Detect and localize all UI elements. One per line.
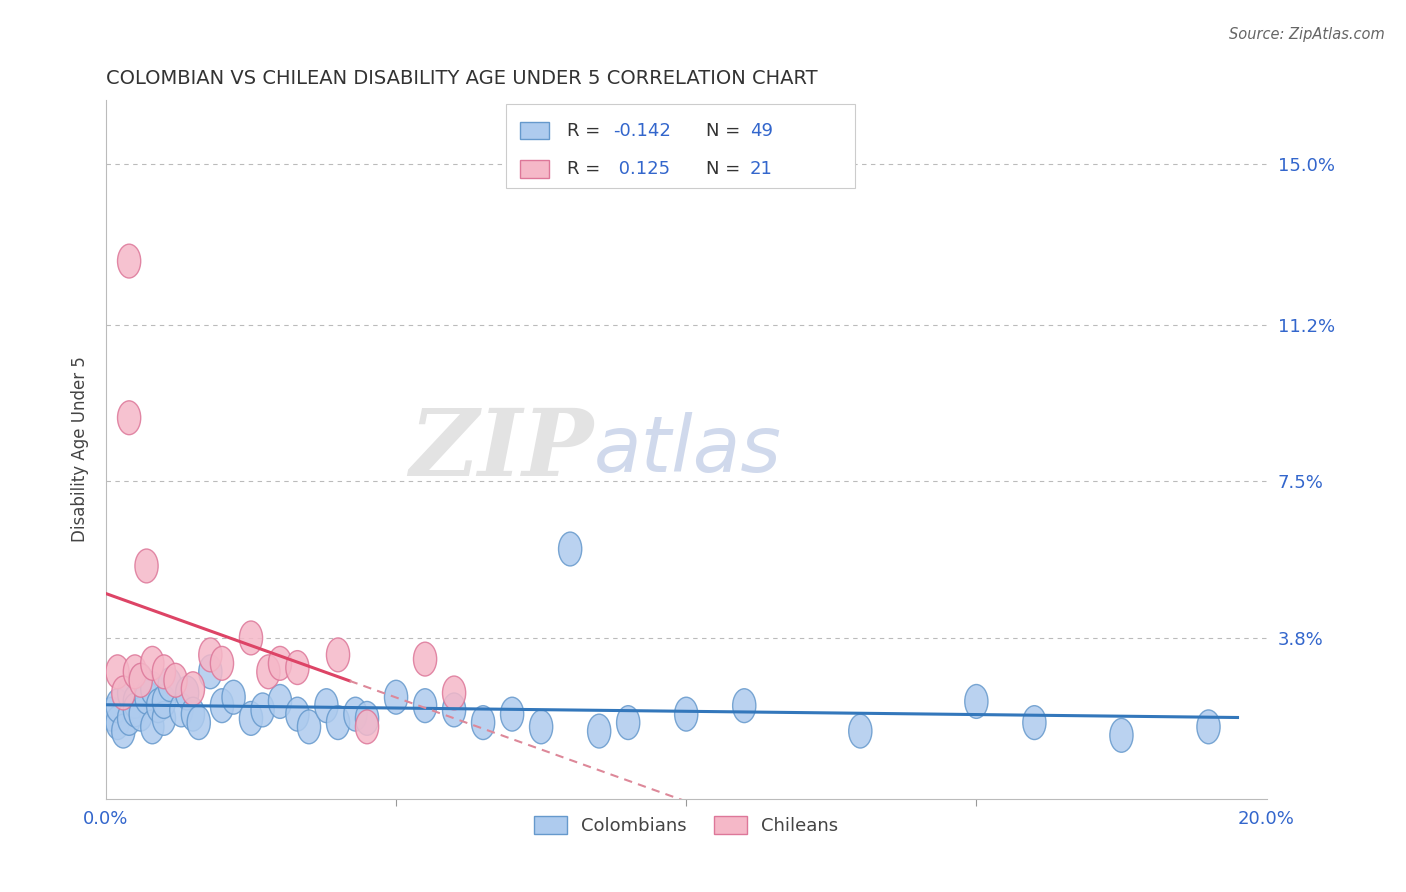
Ellipse shape bbox=[315, 689, 337, 723]
Ellipse shape bbox=[129, 664, 152, 698]
Ellipse shape bbox=[239, 621, 263, 655]
Ellipse shape bbox=[733, 689, 756, 723]
Ellipse shape bbox=[222, 681, 245, 714]
Ellipse shape bbox=[211, 689, 233, 723]
Ellipse shape bbox=[1022, 706, 1046, 739]
Ellipse shape bbox=[198, 638, 222, 672]
Text: atlas: atlas bbox=[593, 411, 782, 488]
Ellipse shape bbox=[501, 698, 523, 731]
Ellipse shape bbox=[141, 647, 165, 681]
Ellipse shape bbox=[124, 655, 146, 689]
Ellipse shape bbox=[252, 693, 274, 727]
Ellipse shape bbox=[176, 676, 198, 710]
Y-axis label: Disability Age Under 5: Disability Age Under 5 bbox=[72, 357, 89, 542]
Text: R =: R = bbox=[567, 160, 606, 178]
Ellipse shape bbox=[157, 667, 181, 701]
Ellipse shape bbox=[135, 549, 157, 582]
Ellipse shape bbox=[298, 710, 321, 744]
Text: Source: ZipAtlas.com: Source: ZipAtlas.com bbox=[1229, 27, 1385, 42]
Ellipse shape bbox=[344, 698, 367, 731]
Ellipse shape bbox=[181, 672, 204, 706]
Ellipse shape bbox=[170, 693, 193, 727]
Ellipse shape bbox=[181, 698, 204, 731]
Legend: Colombians, Chileans: Colombians, Chileans bbox=[527, 808, 845, 842]
Ellipse shape bbox=[326, 706, 350, 739]
Ellipse shape bbox=[105, 706, 129, 739]
Ellipse shape bbox=[124, 693, 146, 727]
Text: N =: N = bbox=[706, 121, 747, 139]
Ellipse shape bbox=[165, 664, 187, 698]
Ellipse shape bbox=[198, 655, 222, 689]
Ellipse shape bbox=[111, 676, 135, 710]
Ellipse shape bbox=[118, 244, 141, 278]
Ellipse shape bbox=[1109, 718, 1133, 752]
Ellipse shape bbox=[187, 706, 211, 739]
Ellipse shape bbox=[588, 714, 610, 748]
Text: R =: R = bbox=[567, 121, 606, 139]
Ellipse shape bbox=[135, 681, 157, 714]
Ellipse shape bbox=[285, 650, 309, 684]
Ellipse shape bbox=[152, 655, 176, 689]
Ellipse shape bbox=[530, 710, 553, 744]
Ellipse shape bbox=[105, 655, 129, 689]
Ellipse shape bbox=[471, 706, 495, 739]
Ellipse shape bbox=[413, 642, 437, 676]
Ellipse shape bbox=[105, 689, 129, 723]
Ellipse shape bbox=[617, 706, 640, 739]
Ellipse shape bbox=[849, 714, 872, 748]
Ellipse shape bbox=[413, 689, 437, 723]
Ellipse shape bbox=[269, 647, 291, 681]
Ellipse shape bbox=[111, 714, 135, 748]
Ellipse shape bbox=[152, 701, 176, 735]
Ellipse shape bbox=[443, 693, 465, 727]
Ellipse shape bbox=[124, 684, 146, 718]
Ellipse shape bbox=[356, 710, 378, 744]
Ellipse shape bbox=[118, 401, 141, 434]
Text: N =: N = bbox=[706, 160, 747, 178]
FancyBboxPatch shape bbox=[506, 103, 855, 187]
FancyBboxPatch shape bbox=[520, 161, 550, 178]
Ellipse shape bbox=[326, 638, 350, 672]
Ellipse shape bbox=[443, 676, 465, 710]
Text: 49: 49 bbox=[749, 121, 773, 139]
Text: -0.142: -0.142 bbox=[613, 121, 671, 139]
Ellipse shape bbox=[118, 676, 141, 710]
Ellipse shape bbox=[269, 684, 291, 718]
Ellipse shape bbox=[141, 672, 165, 706]
Ellipse shape bbox=[675, 698, 697, 731]
Ellipse shape bbox=[239, 701, 263, 735]
Ellipse shape bbox=[129, 664, 152, 698]
Ellipse shape bbox=[558, 533, 582, 566]
Ellipse shape bbox=[152, 684, 176, 718]
FancyBboxPatch shape bbox=[520, 122, 550, 139]
Ellipse shape bbox=[129, 698, 152, 731]
Ellipse shape bbox=[100, 698, 124, 731]
Text: COLOMBIAN VS CHILEAN DISABILITY AGE UNDER 5 CORRELATION CHART: COLOMBIAN VS CHILEAN DISABILITY AGE UNDE… bbox=[105, 69, 817, 87]
Ellipse shape bbox=[118, 701, 141, 735]
Ellipse shape bbox=[141, 710, 165, 744]
Ellipse shape bbox=[965, 684, 988, 718]
Text: 0.125: 0.125 bbox=[613, 160, 671, 178]
Ellipse shape bbox=[211, 647, 233, 681]
Ellipse shape bbox=[257, 655, 280, 689]
Ellipse shape bbox=[356, 701, 378, 735]
Ellipse shape bbox=[285, 698, 309, 731]
Text: 21: 21 bbox=[749, 160, 773, 178]
Text: ZIP: ZIP bbox=[409, 404, 593, 494]
Ellipse shape bbox=[146, 689, 170, 723]
Ellipse shape bbox=[384, 681, 408, 714]
Ellipse shape bbox=[1197, 710, 1220, 744]
